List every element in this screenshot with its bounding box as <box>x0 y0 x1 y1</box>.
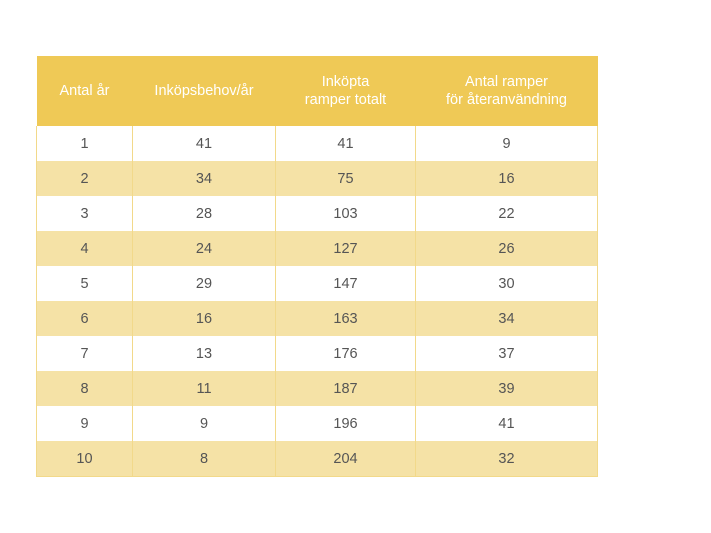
cell-total-purchased: 196 <box>275 406 416 441</box>
cell-year: 7 <box>36 336 133 371</box>
cell-total-purchased: 41 <box>275 126 416 161</box>
table-row: 6 16 163 34 <box>36 301 598 336</box>
table-row: 1 41 41 9 <box>36 126 598 161</box>
header-label-line-2: ramper totalt <box>304 92 387 108</box>
cell-total-purchased: 187 <box>275 371 416 406</box>
table-row: 10 8 204 32 <box>36 441 598 477</box>
cell-year: 8 <box>36 371 133 406</box>
cell-reuse-count: 39 <box>415 371 598 406</box>
cell-year: 2 <box>36 161 133 196</box>
cell-reuse-count: 34 <box>415 301 598 336</box>
table-header: Antal år Inköpsbehov/år Inköpta ramper t… <box>36 56 598 126</box>
table-row: 8 11 187 39 <box>36 371 598 406</box>
header-inkopsbehov: Inköpsbehov/år <box>132 56 276 126</box>
cell-purchase-need: 24 <box>132 231 276 266</box>
cell-total-purchased: 163 <box>275 301 416 336</box>
cell-purchase-need: 34 <box>132 161 276 196</box>
cell-reuse-count: 26 <box>415 231 598 266</box>
cell-purchase-need: 8 <box>132 441 276 477</box>
cell-purchase-need: 16 <box>132 301 276 336</box>
cell-purchase-need: 28 <box>132 196 276 231</box>
cell-purchase-need: 41 <box>132 126 276 161</box>
cell-purchase-need: 13 <box>132 336 276 371</box>
cell-total-purchased: 103 <box>275 196 416 231</box>
header-inkopta-ramper: Inköpta ramper totalt <box>275 56 416 126</box>
table-row: 5 29 147 30 <box>36 266 598 301</box>
table-row: 2 34 75 16 <box>36 161 598 196</box>
header-label-line-1: Inköpta <box>321 74 370 90</box>
cell-total-purchased: 176 <box>275 336 416 371</box>
header-antal-ramper-ateranvandning: Antal ramper för återanvändning <box>415 56 598 126</box>
cell-year: 1 <box>36 126 133 161</box>
cell-reuse-count: 16 <box>415 161 598 196</box>
cell-year: 6 <box>36 301 133 336</box>
header-row: Antal år Inköpsbehov/år Inköpta ramper t… <box>36 56 598 126</box>
cell-year: 9 <box>36 406 133 441</box>
cell-total-purchased: 204 <box>275 441 416 477</box>
cell-total-purchased: 147 <box>275 266 416 301</box>
table-row: 3 28 103 22 <box>36 196 598 231</box>
header-label: Antal år <box>59 83 110 99</box>
cell-year: 3 <box>36 196 133 231</box>
table-row: 4 24 127 26 <box>36 231 598 266</box>
cell-reuse-count: 37 <box>415 336 598 371</box>
header-label-line-1: Antal ramper <box>464 74 548 90</box>
table-body: 1 41 41 9 2 34 75 16 3 28 103 22 4 24 12… <box>36 126 598 477</box>
cell-purchase-need: 29 <box>132 266 276 301</box>
cell-reuse-count: 41 <box>415 406 598 441</box>
cell-purchase-need: 11 <box>132 371 276 406</box>
ramp-reuse-table: Antal år Inköpsbehov/år Inköpta ramper t… <box>36 56 598 477</box>
cell-reuse-count: 32 <box>415 441 598 477</box>
cell-total-purchased: 127 <box>275 231 416 266</box>
table-row: 7 13 176 37 <box>36 336 598 371</box>
cell-reuse-count: 30 <box>415 266 598 301</box>
header-antal-ar: Antal år <box>36 56 133 126</box>
cell-reuse-count: 22 <box>415 196 598 231</box>
cell-year: 10 <box>36 441 133 477</box>
cell-total-purchased: 75 <box>275 161 416 196</box>
cell-reuse-count: 9 <box>415 126 598 161</box>
cell-purchase-need: 9 <box>132 406 276 441</box>
header-label: Inköpsbehov/år <box>154 83 254 99</box>
data-table-container: Antal år Inköpsbehov/år Inköpta ramper t… <box>36 56 598 477</box>
table-row: 9 9 196 41 <box>36 406 598 441</box>
cell-year: 4 <box>36 231 133 266</box>
header-label-line-2: för återanvändning <box>446 92 567 108</box>
cell-year: 5 <box>36 266 133 301</box>
